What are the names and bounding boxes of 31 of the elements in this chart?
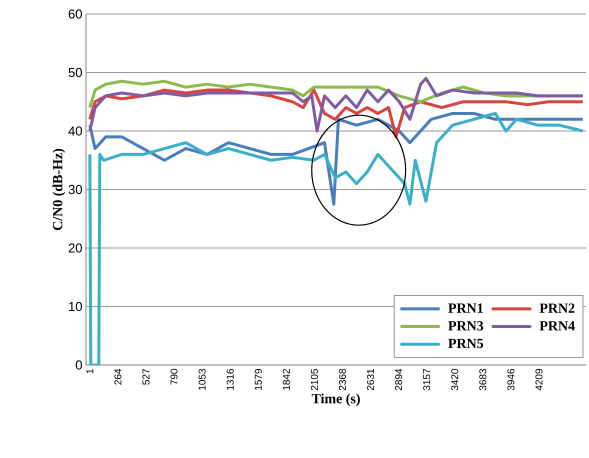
- y-tick-label: 60: [68, 9, 82, 19]
- x-axis-title: Time (s): [312, 394, 360, 406]
- y-axis-title: C/N0 (dB-Hz): [52, 148, 66, 230]
- legend-label: PRN5: [448, 338, 484, 348]
- y-tick-label: 0: [76, 360, 82, 370]
- legend-label: PRN2: [540, 303, 574, 313]
- y-tick-label: 10: [69, 302, 82, 312]
- y-tick-label: 20: [68, 243, 82, 253]
- x-tick-label: 1579: [254, 368, 262, 390]
- x-tick-label: 2368: [338, 368, 346, 390]
- legend-label: PRN3: [448, 321, 484, 331]
- x-tick-label: 2105: [310, 368, 318, 390]
- legend-label: PRN4: [540, 321, 575, 330]
- x-tick-label: 1053: [198, 368, 206, 390]
- y-tick-label: 30: [68, 184, 82, 194]
- x-tick-label: 2894: [395, 368, 402, 390]
- x-tick-label: 264: [114, 368, 122, 385]
- x-tick-label: 1316: [226, 368, 234, 390]
- x-tick-label: 1: [86, 369, 94, 374]
- x-tick-label: 527: [142, 369, 150, 385]
- y-tick-label: 40: [68, 126, 82, 136]
- x-tick-label: 2631: [367, 369, 374, 390]
- x-tick-label: 3683: [479, 368, 486, 390]
- legend-label: PRN1: [448, 303, 483, 313]
- y-tick-label: 50: [68, 68, 82, 78]
- x-tick-label: 3157: [423, 369, 430, 390]
- x-tick-label: 3420: [451, 368, 458, 390]
- x-tick-label: 4209: [535, 368, 542, 390]
- x-tick-label: 790: [170, 368, 178, 385]
- x-tick-label: 3946: [507, 368, 514, 390]
- x-tick-label: 1842: [282, 369, 290, 390]
